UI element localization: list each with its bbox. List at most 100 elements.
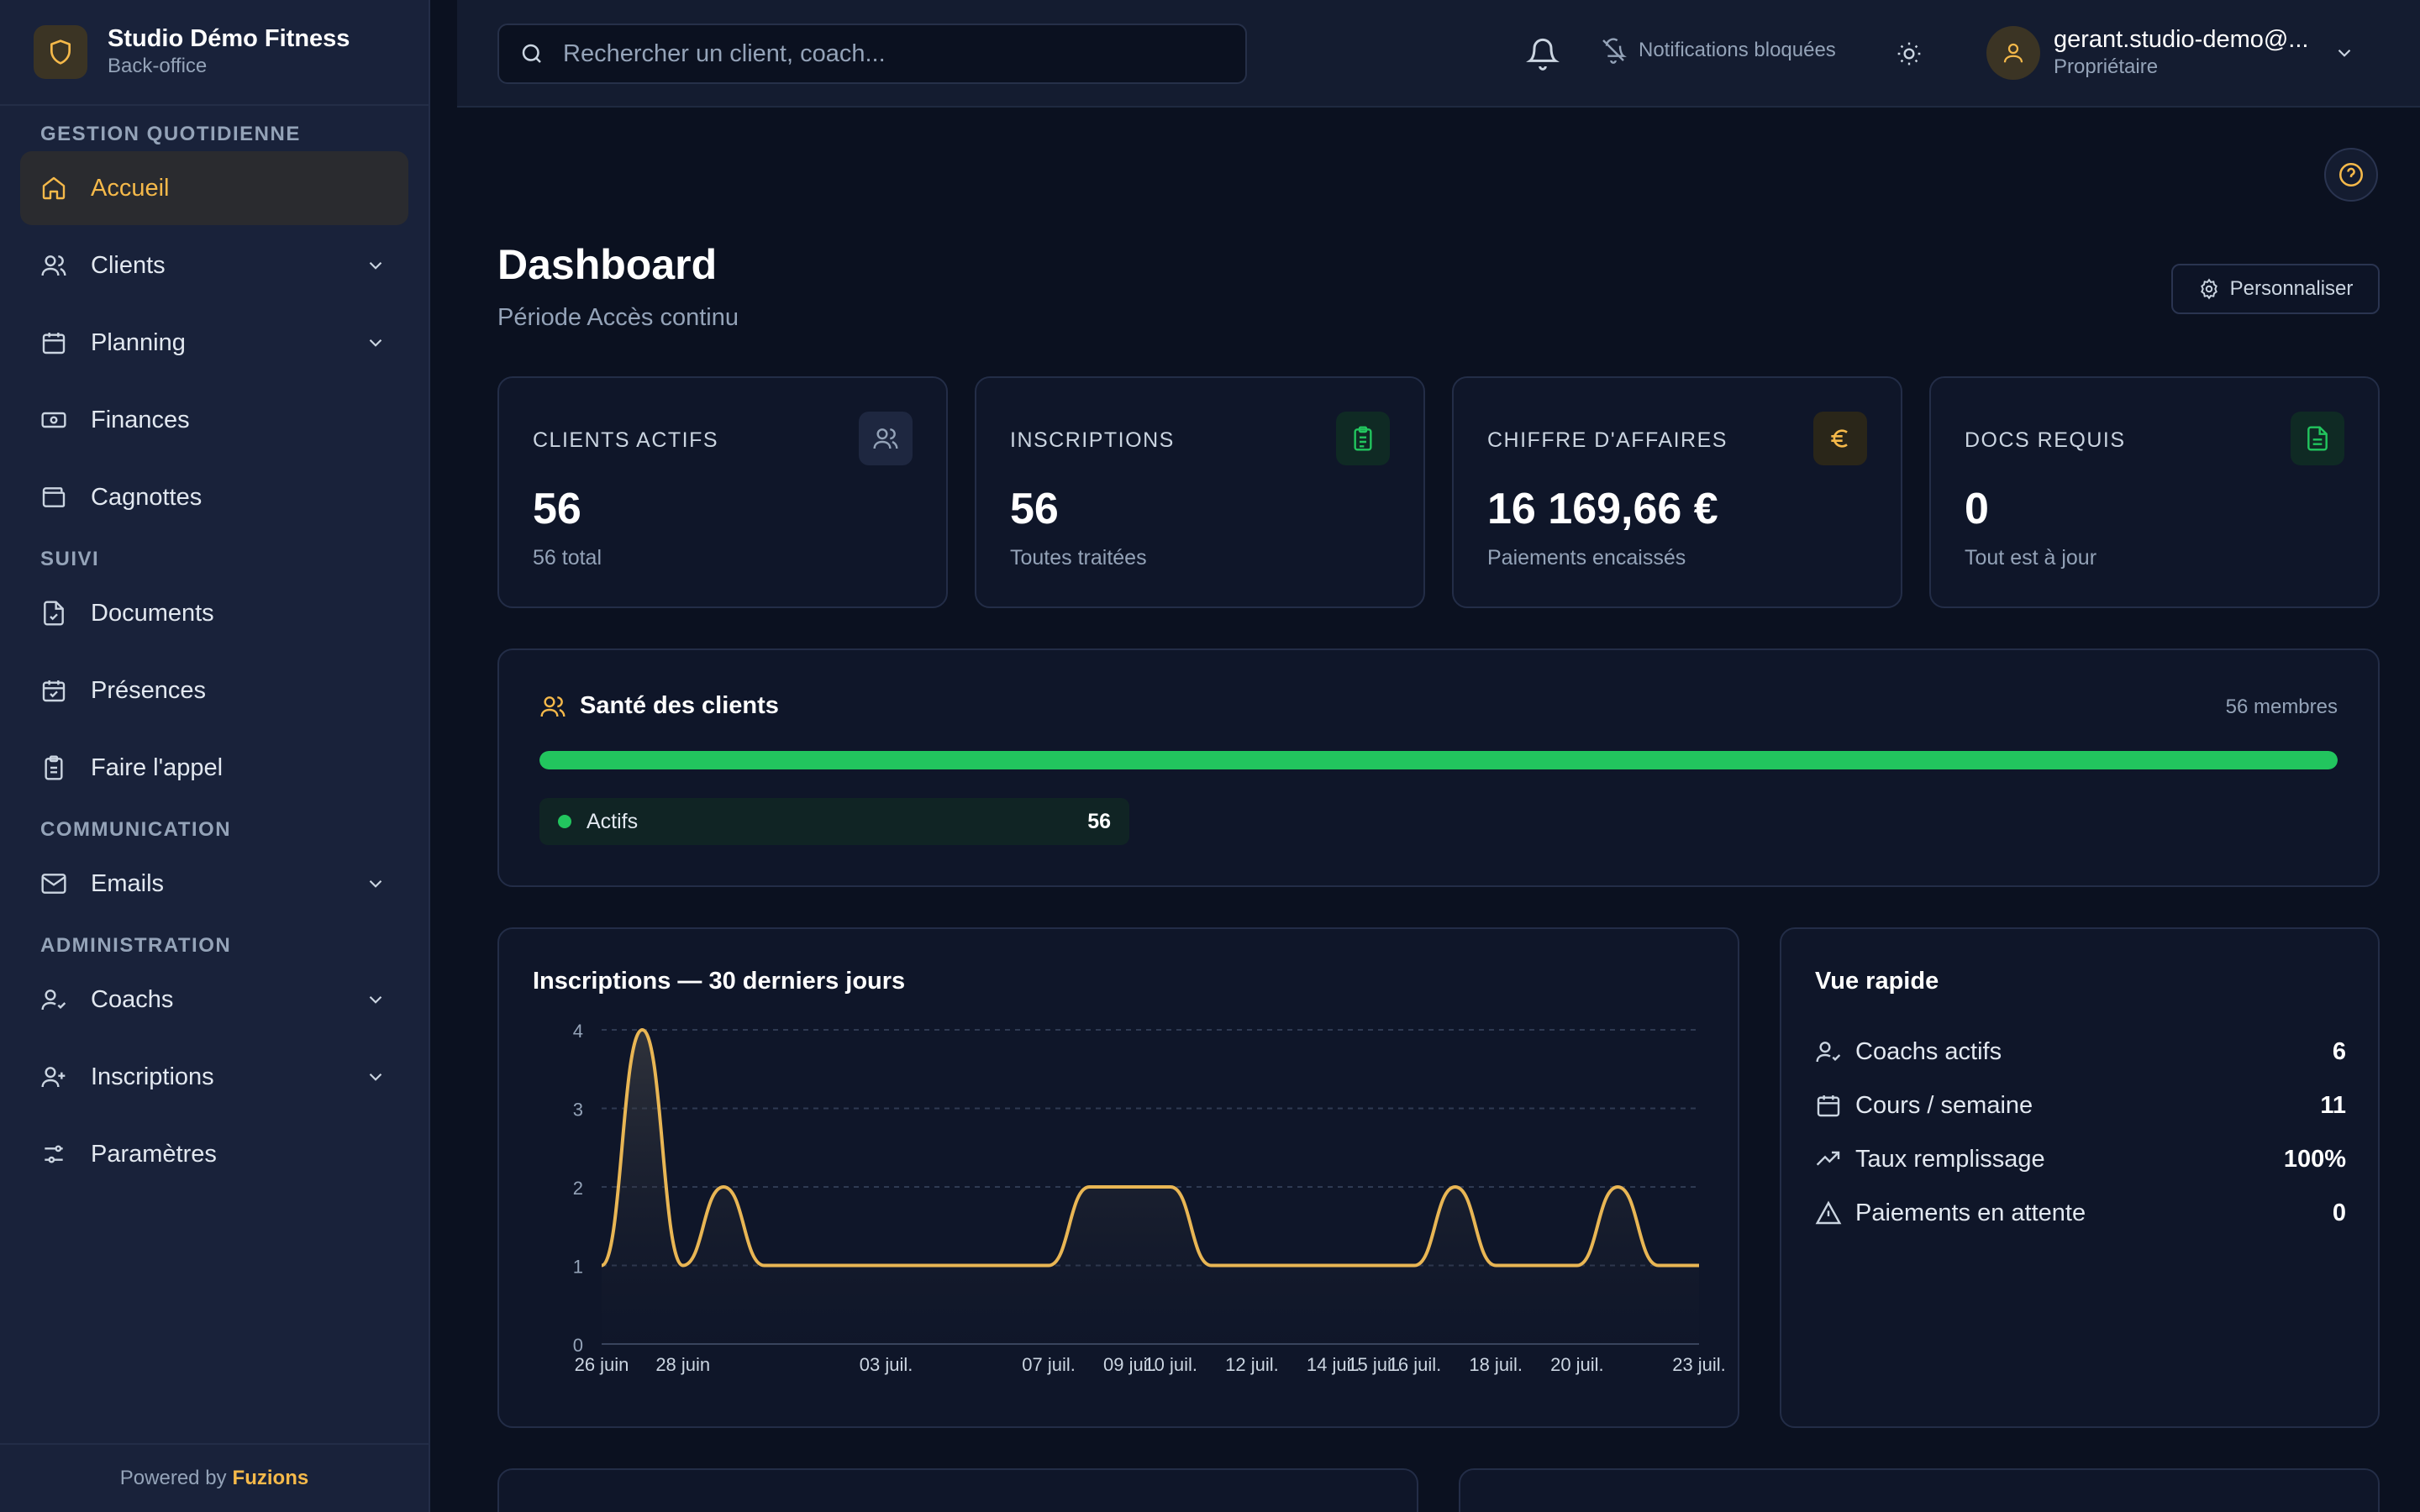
chart-point xyxy=(1656,1263,1661,1268)
sidebar-nav: GESTION QUOTIDIENNE Accueil Clients Plan… xyxy=(20,118,408,1194)
y-tick-label: 4 xyxy=(573,1021,583,1042)
kpi-subtext: Toutes traitées xyxy=(1010,546,1147,570)
chart-title: Inscriptions — 30 derniers jours xyxy=(533,968,906,995)
kpi-label: CHIFFRE D'AFFAIRES xyxy=(1487,428,1728,452)
user-icon xyxy=(2003,43,2023,63)
x-tick-label: 10 juil. xyxy=(1144,1354,1197,1375)
kpi-subtext: Paiements encaissés xyxy=(1487,546,1686,570)
brand-subtitle: Back-office xyxy=(108,55,208,77)
user-name: gerant.studio-demo@... xyxy=(2054,26,2309,53)
notifications-blocked[interactable]: Notifications bloquées xyxy=(1600,37,1836,64)
sidebar-item-label: Clients xyxy=(91,251,166,279)
x-tick-label: 03 juil. xyxy=(860,1354,913,1375)
sidebar-item-label: Finances xyxy=(91,406,190,433)
clipboard-icon xyxy=(45,755,63,780)
x-tick-label: 18 juil. xyxy=(1469,1354,1523,1375)
kpi-label: DOCS REQUIS xyxy=(1965,428,2126,452)
kpi-card-docs-requis[interactable]: DOCS REQUIS 0 Tout est à jour xyxy=(1929,376,2380,608)
powered-by-link[interactable]: Fuzions xyxy=(232,1467,309,1489)
chevron-down-icon xyxy=(369,1073,382,1081)
banknote-icon xyxy=(41,412,66,428)
sidebar-item-parametres[interactable]: Paramètres xyxy=(20,1117,408,1191)
chart-point xyxy=(884,1263,889,1268)
chart-point xyxy=(1290,1263,1295,1268)
customize-button[interactable]: Personnaliser xyxy=(2171,264,2380,314)
x-tick-label: 20 juil. xyxy=(1550,1354,1604,1375)
chart-point xyxy=(1534,1263,1539,1268)
file-check-icon xyxy=(44,601,64,626)
x-tick-label: 16 juil. xyxy=(1388,1354,1442,1375)
customize-label: Personnaliser xyxy=(2229,277,2354,300)
sidebar-item-clients[interactable]: Clients xyxy=(20,228,408,302)
members-count: 56 membres xyxy=(2225,696,2338,718)
quick-row-label: Coachs actifs xyxy=(1855,1037,2002,1065)
sidebar-item-cagnottes[interactable]: Cagnottes xyxy=(20,460,408,534)
sidebar-item-finances[interactable]: Finances xyxy=(20,383,408,457)
health-progress-fill xyxy=(539,751,2338,769)
sidebar-item-emails[interactable]: Emails xyxy=(20,847,408,921)
kpi-card-chiffre-affaires[interactable]: CHIFFRE D'AFFAIRES 16 169,66 € Paiements… xyxy=(1452,376,1902,608)
sidebar-item-coachs[interactable]: Coachs xyxy=(20,963,408,1037)
user-menu[interactable]: gerant.studio-demo@... Propriétaire xyxy=(1986,25,2355,81)
sidebar-item-label: Documents xyxy=(91,599,214,627)
chevron-down-icon xyxy=(369,995,382,1004)
mail-icon xyxy=(41,874,66,894)
trending-up-icon xyxy=(1816,1151,1840,1166)
sidebar-item-inscriptions[interactable]: Inscriptions xyxy=(20,1040,408,1114)
kpi-card-inscriptions[interactable]: INSCRIPTIONS 56 Toutes traitées xyxy=(975,376,1425,608)
wallet-icon xyxy=(42,487,66,507)
nav-section-title: GESTION QUOTIDIENNE xyxy=(40,123,301,145)
quick-view-list: Coachs actifs 6 Cours / semaine 11 Taux … xyxy=(1815,1025,2346,1240)
x-tick-label: 14 juil. xyxy=(1307,1354,1360,1375)
sidebar-item-label: Inscriptions xyxy=(91,1063,214,1090)
quick-row-cours[interactable]: Cours / semaine 11 xyxy=(1815,1079,2346,1132)
x-tick-label: 28 juin xyxy=(655,1354,710,1375)
sidebar-item-documents[interactable]: Documents xyxy=(20,576,408,650)
kpi-card-clients-actifs[interactable]: CLIENTS ACTIFS 56 56 total xyxy=(497,376,948,608)
sidebar-item-presences[interactable]: Présences xyxy=(20,654,408,727)
chart-point xyxy=(924,1263,929,1268)
quick-row-label: Paiements en attente xyxy=(1855,1199,2086,1226)
quick-row-taux[interactable]: Taux remplissage 100% xyxy=(1815,1132,2346,1186)
quick-row-label: Taux remplissage xyxy=(1855,1145,2045,1173)
sidebar-item-planning[interactable]: Planning xyxy=(20,306,408,380)
x-tick-label: 09 juil. xyxy=(1103,1354,1157,1375)
status-dot xyxy=(558,815,571,828)
chart-point xyxy=(1046,1263,1051,1268)
sidebar-item-accueil[interactable]: Accueil xyxy=(20,151,408,225)
bell-icon[interactable] xyxy=(1526,37,1560,71)
chart-point xyxy=(1006,1263,1011,1268)
chart-point xyxy=(599,1263,604,1268)
chevron-down-icon xyxy=(2338,49,2351,57)
kpi-subtext: 56 total xyxy=(533,546,602,570)
quick-view-card: Vue rapide Coachs actifs 6 Cours / semai… xyxy=(1780,927,2380,1428)
search-input[interactable]: Rechercher un client, coach... xyxy=(497,24,1247,84)
client-health-card: Santé des clients 56 membres Actifs 56 xyxy=(497,648,2380,887)
quick-row-paiements[interactable]: Paiements en attente 0 xyxy=(1815,1186,2346,1240)
sidebar-item-label: Faire l'appel xyxy=(91,753,224,781)
powered-by-prefix: Powered by xyxy=(119,1467,227,1489)
chart-point xyxy=(1209,1263,1214,1268)
kpi-value: 16 169,66 € xyxy=(1487,485,1718,533)
kpi-label: CLIENTS ACTIFS xyxy=(533,428,719,452)
legend-chip-actifs[interactable]: Actifs 56 xyxy=(539,798,1129,845)
sidebar-item-faire-appel[interactable]: Faire l'appel xyxy=(20,731,408,805)
kpi-value: 56 xyxy=(533,485,581,533)
brand[interactable]: Studio Démo Fitness Back-office xyxy=(0,0,429,106)
clipboard-list-icon xyxy=(1336,412,1390,465)
calendar-check-icon xyxy=(42,680,66,702)
shield-icon xyxy=(34,25,87,79)
x-tick-label: 26 juin xyxy=(575,1354,629,1375)
help-button[interactable] xyxy=(2324,148,2378,202)
users-icon xyxy=(540,696,566,717)
quick-row-coachs[interactable]: Coachs actifs 6 xyxy=(1815,1025,2346,1079)
x-tick-label: 12 juil. xyxy=(1225,1354,1279,1375)
sidebar-item-label: Accueil xyxy=(91,174,170,202)
calendar-icon xyxy=(1817,1095,1840,1117)
chart-point xyxy=(965,1263,970,1268)
sidebar-item-label: Coachs xyxy=(91,985,174,1013)
page-subtitle: Période Accès continu xyxy=(497,304,739,331)
chart-series-line xyxy=(601,1028,1699,1268)
alert-triangle-icon xyxy=(1815,1200,1842,1225)
sun-icon[interactable] xyxy=(1896,40,1923,67)
